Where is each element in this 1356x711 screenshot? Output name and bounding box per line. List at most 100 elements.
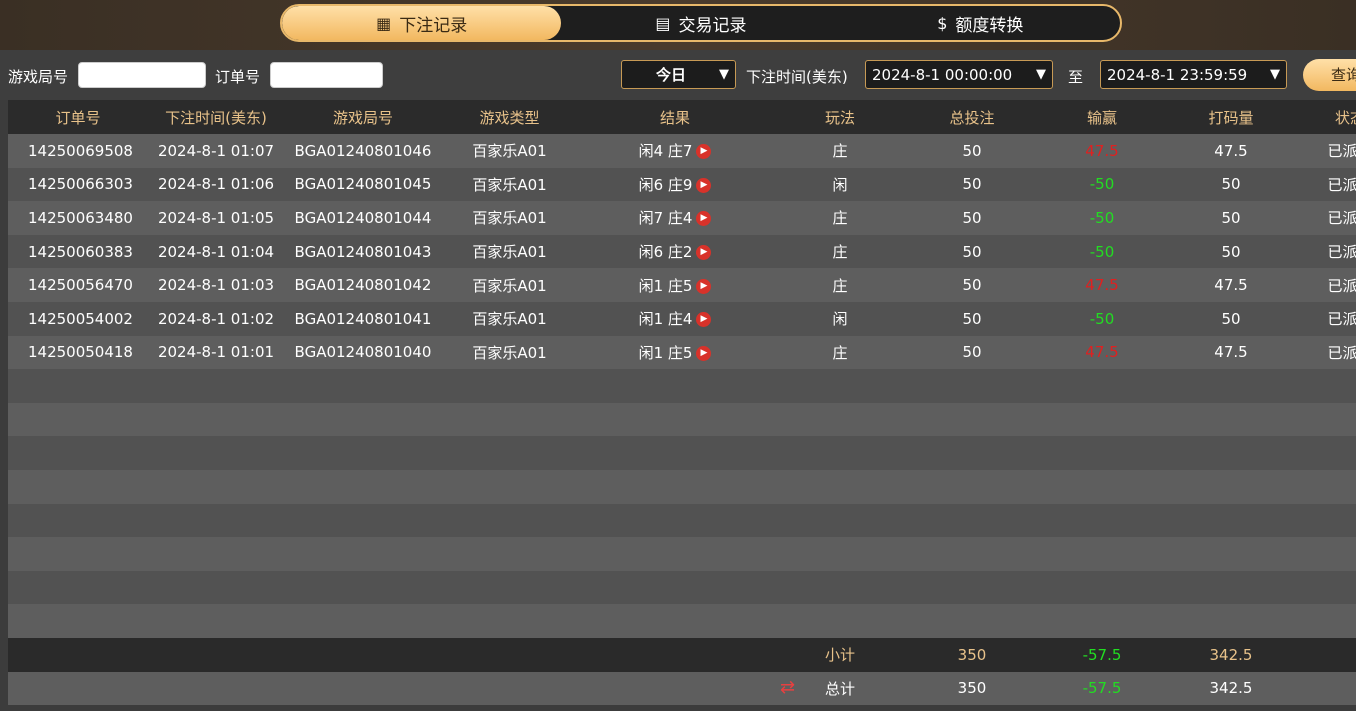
result-text: 闲1 庄4 xyxy=(638,310,693,329)
status-cell: 已派彩 xyxy=(1320,342,1356,363)
play-replay-icon[interactable]: ▶ xyxy=(696,177,712,193)
bet-time-cell: 2024-8-1 01:05 xyxy=(146,209,286,227)
order-no-cell: 14250056470 xyxy=(28,276,133,294)
start-time-select[interactable]: 2024-8-1 00:00:00 ▼ xyxy=(865,60,1053,89)
bet-time-cell: 2024-8-1 01:03 xyxy=(146,276,286,294)
play-replay-icon[interactable]: ▶ xyxy=(696,144,712,160)
total-bet-text: 50 xyxy=(962,242,982,261)
total-bet-cell: 50 xyxy=(928,310,1016,328)
bet-type-cell: 闲 xyxy=(808,174,872,195)
empty-row xyxy=(8,402,1356,437)
total-bet-cell: 50 xyxy=(928,343,1016,361)
period-select[interactable]: 今日 ▼ xyxy=(621,60,736,89)
status-text: 已派彩 xyxy=(1327,343,1356,362)
header-cell: 玩法 xyxy=(824,108,855,127)
total-winloss: -57.5 xyxy=(1082,679,1122,698)
empty-row xyxy=(8,570,1356,605)
game-round-text: BGA01240801045 xyxy=(294,175,432,194)
play-replay-icon[interactable]: ▶ xyxy=(696,278,712,294)
order-no-cell: 14250054002 xyxy=(28,310,133,328)
order-no-text: 14250063480 xyxy=(28,208,133,227)
status-cell: 已派彩 xyxy=(1320,308,1356,329)
total-bet-text: 50 xyxy=(962,175,982,194)
game-round-input[interactable] xyxy=(78,62,206,88)
time-label: 下注时间(美东) xyxy=(746,68,848,86)
total-bet-text: 50 xyxy=(962,141,982,160)
chevron-down-icon: ▼ xyxy=(719,67,729,82)
order-no-text: 14250050418 xyxy=(28,343,133,362)
header-cell: 结果 xyxy=(659,108,690,127)
header-cell: 下注时间(美东) xyxy=(165,108,267,127)
total-label: 总计 xyxy=(824,679,855,698)
end-time-value: 2024-8-1 23:59:59 xyxy=(1107,65,1248,84)
win-loss-cell: -50 xyxy=(1062,209,1142,227)
table-row: 14250063480 2024-8-1 01:05 BGA01240801044 百… xyxy=(8,201,1356,235)
result-cell: 闲1 庄4 ▶ xyxy=(608,308,742,329)
game-type-text: 百家乐A01 xyxy=(472,175,547,194)
total-bet-cell: 50 xyxy=(928,142,1016,160)
turnover-cell: 50 xyxy=(1188,310,1274,328)
header-cell: 订单号 xyxy=(55,108,101,127)
status-text: 已派彩 xyxy=(1327,142,1356,161)
empty-row xyxy=(8,503,1356,538)
game-type-cell: 百家乐A01 xyxy=(448,207,571,228)
result-cell: 闲1 庄5 ▶ xyxy=(608,275,742,296)
clipboard-icon: ▤ xyxy=(655,13,671,33)
turnover-cell: 50 xyxy=(1188,243,1274,261)
tab-bet-records[interactable]: ▦ 下注记录 xyxy=(282,6,562,40)
bet-type-cell: 庄 xyxy=(808,275,872,296)
play-replay-icon[interactable]: ▶ xyxy=(696,245,712,261)
subtotal-bet: 350 xyxy=(957,645,987,664)
game-round-cell: BGA01240801043 xyxy=(288,243,438,261)
win-loss-text: -50 xyxy=(1089,208,1115,227)
table-header: 订单号 下注时间(美东) 游戏局号 游戏类型 结果 玩法 总投注 输赢 打码量 … xyxy=(8,100,1356,134)
tab-transaction-records[interactable]: ▤ 交易记录 xyxy=(561,6,840,40)
header-cell: 游戏局号 xyxy=(332,108,393,127)
game-round-cell: BGA01240801041 xyxy=(288,310,438,328)
play-replay-icon[interactable]: ▶ xyxy=(696,312,712,328)
turnover-cell: 50 xyxy=(1188,175,1274,193)
result-text: 闲7 庄4 xyxy=(638,209,693,228)
result-text: 闲4 庄7 xyxy=(638,142,693,161)
end-time-select[interactable]: 2024-8-1 23:59:59 ▼ xyxy=(1100,60,1287,89)
tab-label: 下注记录 xyxy=(399,15,468,36)
order-no-text: 14250054002 xyxy=(28,309,133,328)
game-round-text: BGA01240801042 xyxy=(294,276,432,295)
bet-time-cell: 2024-8-1 01:06 xyxy=(146,175,286,193)
game-round-text: BGA01240801044 xyxy=(294,208,432,227)
status-cell: 已派彩 xyxy=(1320,140,1356,161)
total-row: ⇄ 总计 350 -57.5 342.5 xyxy=(8,671,1356,706)
to-label: 至 xyxy=(1068,68,1084,86)
win-loss-cell: -50 xyxy=(1062,175,1142,193)
order-no-cell: 14250060383 xyxy=(28,243,133,261)
order-label: 订单号 xyxy=(215,68,261,86)
game-round-cell: BGA01240801040 xyxy=(288,343,438,361)
game-round-cell: BGA01240801044 xyxy=(288,209,438,227)
bet-time-text: 2024-8-1 01:07 xyxy=(157,141,275,160)
play-replay-icon[interactable]: ▶ xyxy=(696,345,712,361)
refresh-icon[interactable]: ⇄ xyxy=(780,677,796,699)
order-input[interactable] xyxy=(270,62,383,88)
total-bet-text: 50 xyxy=(962,309,982,328)
game-type-text: 百家乐A01 xyxy=(472,276,547,295)
bet-type-cell: 庄 xyxy=(808,140,872,161)
total-bet-cell: 50 xyxy=(928,175,1016,193)
bet-time-cell: 2024-8-1 01:07 xyxy=(146,142,286,160)
turnover-text: 47.5 xyxy=(1214,141,1248,160)
game-type-cell: 百家乐A01 xyxy=(448,174,571,195)
query-button[interactable]: 查询 xyxy=(1303,59,1356,91)
play-replay-icon[interactable]: ▶ xyxy=(696,211,712,227)
tab-label: 额度转换 xyxy=(955,15,1024,36)
status-cell: 已派彩 xyxy=(1320,207,1356,228)
bet-type-text: 闲 xyxy=(832,310,848,329)
subtotal-turnover: 342.5 xyxy=(1209,645,1253,664)
tab-credit-transfer[interactable]: $ 额度转换 xyxy=(841,6,1120,40)
subtotal-label: 小计 xyxy=(824,646,855,665)
order-no-cell: 14250066303 xyxy=(28,175,133,193)
table-row: 14250066303 2024-8-1 01:06 BGA01240801045 百… xyxy=(8,167,1356,202)
bet-time-cell: 2024-8-1 01:04 xyxy=(146,243,286,261)
turnover-cell: 47.5 xyxy=(1188,343,1274,361)
game-type-cell: 百家乐A01 xyxy=(448,241,571,262)
game-type-text: 百家乐A01 xyxy=(472,343,547,362)
game-round-text: BGA01240801041 xyxy=(294,309,432,328)
